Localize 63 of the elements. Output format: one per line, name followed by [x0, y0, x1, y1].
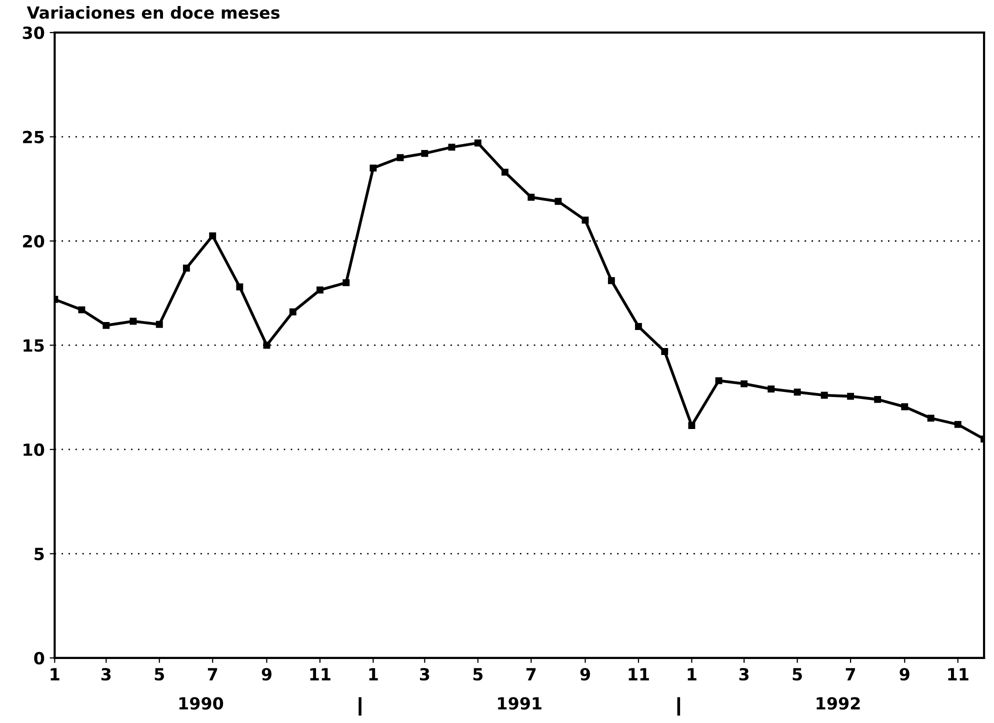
text: 1991	[498, 697, 542, 710]
point	[370, 164, 377, 172]
x-tick-label: 9	[262, 668, 272, 681]
point	[448, 144, 456, 151]
x-tick-label: 5	[154, 668, 164, 681]
x-tick-label: 5	[792, 668, 802, 681]
x-tick-label: 11	[310, 668, 330, 680]
point	[396, 154, 404, 162]
text: 1990	[179, 697, 224, 710]
point	[554, 198, 562, 205]
y-tick-label: 25	[23, 130, 44, 144]
x-tick-label: 7	[208, 668, 218, 680]
point	[820, 392, 828, 399]
point	[316, 286, 324, 294]
point	[847, 392, 854, 400]
x-tick-label: 9	[900, 668, 910, 681]
x-tick-label: 3	[420, 668, 430, 681]
y-tick-label: 0	[34, 652, 44, 664]
point	[102, 322, 110, 329]
x-tick-label: 1	[688, 668, 696, 680]
point	[927, 414, 934, 422]
point	[715, 377, 722, 384]
point	[130, 318, 137, 325]
x-tick-label: 7	[526, 668, 536, 680]
point	[740, 380, 748, 388]
point	[342, 279, 350, 286]
x-tick-label: 3	[101, 668, 111, 681]
point	[421, 150, 428, 157]
y-tick-label: 10	[24, 443, 44, 456]
point	[209, 232, 216, 240]
point	[528, 194, 535, 201]
point	[78, 306, 86, 314]
x-tick-label: 3	[739, 668, 749, 681]
point	[688, 422, 696, 429]
x-tick-label: 11	[948, 668, 968, 680]
point	[608, 277, 615, 284]
point	[474, 140, 482, 146]
text: 1992	[816, 697, 860, 710]
point	[263, 342, 270, 349]
x-tick-label: 11	[628, 668, 649, 680]
point	[236, 283, 244, 290]
point	[156, 320, 163, 328]
point	[661, 348, 668, 355]
point	[794, 388, 801, 396]
point	[582, 216, 589, 224]
point	[289, 308, 296, 316]
x-tick-label: 7	[846, 668, 856, 680]
x-tick-label: 1	[50, 668, 60, 680]
point	[768, 386, 775, 392]
x-tick-label: 1	[369, 668, 378, 680]
point	[874, 396, 882, 403]
x-tick-label: 9	[580, 668, 590, 681]
point	[501, 168, 508, 176]
chart-title: Variaciones en doce meses	[26, 6, 280, 19]
y-tick-label: 5	[34, 548, 44, 560]
point	[182, 264, 190, 272]
point	[635, 323, 642, 330]
point	[954, 420, 962, 428]
y-tick-label: 30	[22, 26, 44, 40]
y-tick-label: 20	[23, 234, 44, 248]
point	[901, 403, 908, 410]
x-tick-label: 5	[473, 668, 483, 681]
y-tick-label: 15	[24, 339, 44, 352]
